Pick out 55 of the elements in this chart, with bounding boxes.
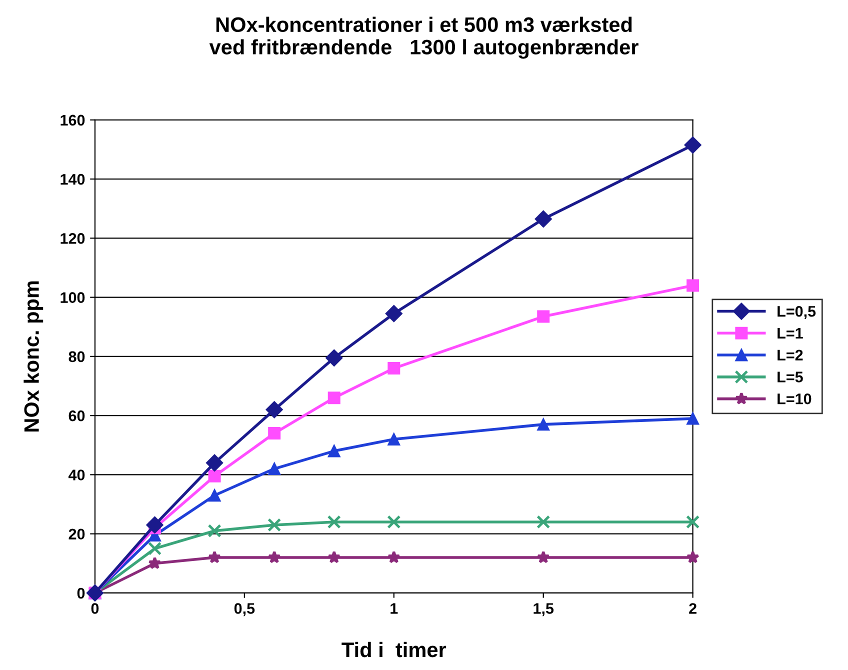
point [686, 515, 700, 529]
x-tick-label: 1,5 [534, 603, 554, 616]
x-tick-label: 0 [91, 603, 99, 614]
point [686, 279, 700, 292]
y-tick-label: 60 [68, 410, 85, 422]
point [327, 515, 341, 529]
legend-label: L=5 [778, 372, 803, 382]
y-tick-label: 80 [68, 351, 85, 362]
point [268, 518, 282, 532]
chart-title: NOx-koncentrationer i et 500 m3 værksted ved fritbrændende 1300 l autogenbrænder [209, 16, 638, 59]
x-axis-title: Tid i timer [342, 642, 446, 658]
y-axis-title: NOx konc. ppm [24, 281, 44, 432]
y-tick-label: 0 [77, 588, 85, 599]
point [268, 462, 281, 476]
point [388, 432, 400, 446]
point [206, 454, 224, 472]
legend-label: L=0,5 [778, 306, 816, 319]
point [146, 516, 164, 534]
x-tick-label: 2 [689, 603, 696, 614]
point [536, 515, 550, 529]
point [208, 524, 222, 538]
point [534, 210, 552, 228]
point [268, 427, 281, 440]
y-tick-label: 120 [60, 233, 85, 244]
point [387, 550, 400, 564]
legend-label: L=10 [778, 393, 812, 404]
point [328, 392, 340, 404]
y-tick-label: 100 [60, 292, 85, 303]
point [148, 542, 162, 556]
point [537, 310, 550, 323]
point [266, 401, 283, 418]
point [686, 550, 700, 564]
point [684, 136, 702, 154]
y-tick-label: 160 [60, 114, 85, 126]
x-tick-label: 1 [390, 603, 398, 614]
point [385, 305, 402, 322]
point [328, 444, 340, 458]
legend-label: L=1 [778, 328, 803, 339]
y-tick-label: 140 [60, 174, 85, 185]
point [148, 556, 162, 570]
point [388, 362, 400, 375]
point [387, 515, 401, 529]
legend-label: L=2 [778, 350, 803, 360]
point [536, 550, 550, 564]
point [208, 489, 221, 502]
x-tick-label: 0,5 [234, 603, 255, 616]
point [208, 550, 222, 564]
point [537, 418, 550, 431]
point [326, 349, 343, 366]
point [328, 550, 341, 564]
point [208, 470, 221, 482]
y-tick-label: 40 [68, 470, 85, 480]
point [686, 412, 700, 425]
y-tick-label: 20 [68, 528, 85, 540]
point [268, 550, 281, 564]
